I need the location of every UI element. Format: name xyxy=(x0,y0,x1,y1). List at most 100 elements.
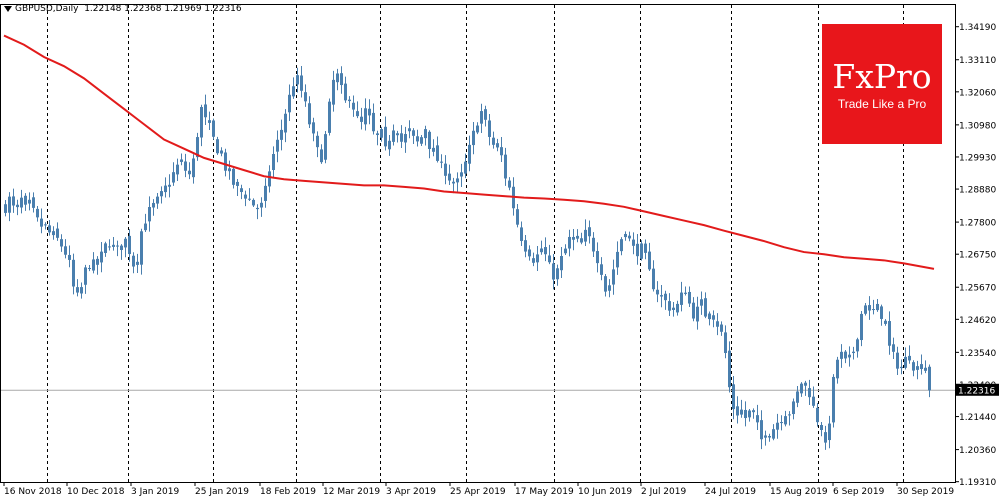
x-tick-label: 30 Sep 2019 xyxy=(897,487,954,497)
candle-body xyxy=(576,235,579,239)
candle-body xyxy=(612,269,615,285)
candle-body xyxy=(492,137,495,145)
candle-body xyxy=(296,75,299,85)
candle-body xyxy=(596,251,599,264)
candle-body xyxy=(468,144,471,164)
candle-body xyxy=(732,384,735,410)
candle-body xyxy=(236,181,239,186)
candle-body xyxy=(524,240,527,252)
y-tick-label: 1.19310 xyxy=(959,478,996,488)
candle-body xyxy=(620,239,623,252)
y-tick-label: 1.25670 xyxy=(959,284,996,294)
candle-body xyxy=(180,159,183,162)
candle-body xyxy=(456,178,459,183)
candle-body xyxy=(308,103,311,125)
candle-body xyxy=(808,388,811,398)
candle-body xyxy=(240,188,243,193)
candle-body xyxy=(708,313,711,320)
candle-body xyxy=(364,108,367,125)
candle-body xyxy=(720,324,723,332)
candle-body xyxy=(140,231,143,265)
x-tick-label: 15 Aug 2019 xyxy=(770,487,828,497)
candle-body xyxy=(84,267,87,285)
candle-body xyxy=(448,173,451,181)
candle-body xyxy=(648,251,651,270)
candle-body xyxy=(20,197,23,208)
y-tick-label: 1.26750 xyxy=(959,251,996,261)
candle-body xyxy=(856,339,859,352)
candle-body xyxy=(92,259,95,271)
candle-body xyxy=(228,168,231,172)
candle-body xyxy=(796,391,799,403)
candle-body xyxy=(896,352,899,369)
candle-body xyxy=(636,243,639,257)
candle-body xyxy=(824,432,827,443)
candle-body xyxy=(880,306,883,319)
candle-body xyxy=(840,351,843,359)
candle-body xyxy=(248,198,251,200)
candle-body xyxy=(340,73,343,86)
candle-body xyxy=(172,172,175,183)
y-tick-label: 1.34190 xyxy=(959,23,996,33)
candle-body xyxy=(868,305,871,311)
y-tick-label: 1.29930 xyxy=(959,153,996,163)
candle-body xyxy=(64,246,67,255)
candle-body xyxy=(776,422,779,430)
candle-body xyxy=(912,362,915,371)
candle-body xyxy=(616,251,619,268)
symbol-dropdown-icon[interactable] xyxy=(4,5,12,12)
candle-body xyxy=(272,154,275,171)
moving-average-layer xyxy=(3,34,935,270)
candle-body xyxy=(36,208,39,218)
candle-body xyxy=(372,112,375,132)
candle-body xyxy=(844,351,847,359)
candle-body xyxy=(672,307,675,310)
candle-body xyxy=(408,128,411,132)
candle-body xyxy=(4,204,7,213)
candle-body xyxy=(244,194,247,199)
candle-body xyxy=(488,120,491,137)
candle-body xyxy=(800,383,803,394)
candle-body xyxy=(376,133,379,136)
candle-body xyxy=(288,94,291,113)
candle-body xyxy=(516,209,519,225)
price-tag-label: 1.22316 xyxy=(958,386,995,396)
candle-body xyxy=(56,228,59,238)
candle-body xyxy=(908,355,911,361)
candle-body xyxy=(464,161,467,174)
candle-body xyxy=(712,315,715,320)
candle-body xyxy=(668,301,671,311)
candle-body xyxy=(740,409,743,415)
candle-body xyxy=(764,435,767,438)
candle-body xyxy=(640,243,643,259)
candle-body xyxy=(884,320,887,324)
candle-body xyxy=(232,168,235,185)
candle-body xyxy=(128,235,131,255)
candle-body xyxy=(252,199,255,206)
y-tick-label: 1.30980 xyxy=(959,121,996,131)
candle-body xyxy=(864,305,867,314)
candle-body xyxy=(508,180,511,188)
grid-lines xyxy=(0,5,955,482)
candle-body xyxy=(156,196,159,204)
candle-body xyxy=(476,125,479,133)
candle-body xyxy=(744,409,747,419)
candle-body xyxy=(216,139,219,154)
candle-body xyxy=(904,356,907,368)
x-tick-label: 24 Jul 2019 xyxy=(705,487,756,497)
candle-body xyxy=(368,108,371,116)
x-tick-label: 16 Nov 2018 xyxy=(4,487,62,497)
candle-body xyxy=(724,332,727,354)
candle-body xyxy=(572,236,575,240)
candles xyxy=(4,65,931,450)
chart-header: GBPUSD,Daily 1.22148 1.22368 1.21969 1.2… xyxy=(4,4,242,14)
x-tick-label: 25 Jan 2019 xyxy=(195,487,249,497)
candle-body xyxy=(268,171,271,187)
candle-body xyxy=(920,364,923,370)
candle-body xyxy=(396,133,399,136)
chart-frame xyxy=(0,4,956,483)
candle-body xyxy=(788,414,791,416)
candle-body xyxy=(692,302,695,319)
candle-body xyxy=(924,367,927,371)
y-tick-label: 1.33110 xyxy=(959,56,996,66)
